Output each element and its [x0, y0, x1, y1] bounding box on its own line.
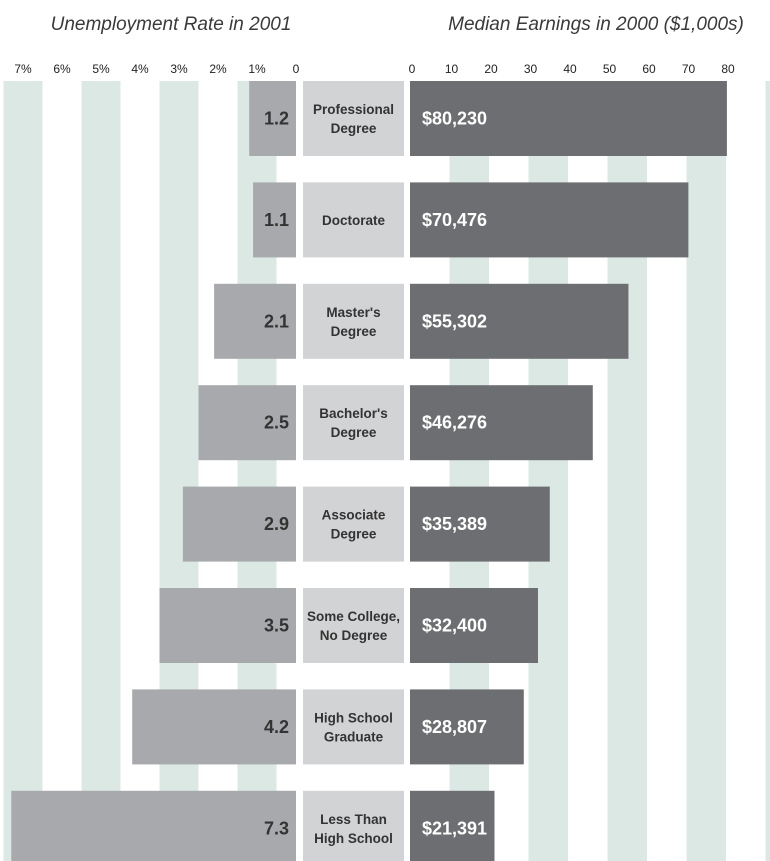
- category-label-line: Degree: [331, 425, 377, 440]
- category-label-box: [303, 81, 404, 156]
- earnings-value-label: $46,276: [422, 413, 487, 433]
- earnings-tick-label: 60: [642, 62, 656, 76]
- earnings-value-label: $80,230: [422, 109, 487, 129]
- unemployment-value-label: 1.1: [264, 210, 289, 230]
- category-label-box: [303, 182, 404, 258]
- earnings-tick-label: 10: [445, 62, 459, 76]
- category-label-line: Degree: [331, 121, 377, 136]
- category-label-line: Some College,: [307, 609, 400, 624]
- category-label: Professional Degree: [313, 102, 394, 136]
- chart-row: 1.1 Doctorate $70,476: [253, 182, 689, 258]
- chart-row: 2.5 Bachelor's Degree $46,276: [198, 385, 593, 461]
- unemployment-value-label: 4.2: [264, 717, 289, 737]
- category-label-box: [303, 588, 404, 663]
- category-label: Doctorate: [322, 213, 386, 228]
- earnings-bar: [410, 689, 524, 765]
- category-label-line: Bachelor's: [319, 406, 388, 421]
- category-label-line: Master's: [326, 305, 380, 320]
- unemployment-tick-label: 1%: [248, 62, 266, 76]
- axis-tick-labels: 7% 6% 5% 4% 3% 2% 1% 0 0 10 20 30 40 50 60 70 80: [14, 62, 735, 76]
- category-label-line: Degree: [331, 324, 377, 339]
- unemployment-tick-label: 2%: [209, 62, 227, 76]
- chart-row: 4.2 High School Graduate $28,807: [132, 689, 524, 765]
- unemployment-bar: [182, 486, 296, 562]
- unemployment-value-label: 2.5: [264, 413, 289, 433]
- grid-band: [3, 81, 43, 861]
- chart-row: 2.9 Associate Degree $35,389: [182, 486, 550, 562]
- category-label-line: Doctorate: [322, 213, 386, 228]
- earnings-tick-label: 70: [682, 62, 696, 76]
- unemployment-bar: [214, 283, 296, 359]
- category-label-box: [303, 790, 404, 861]
- category-label-line: No Degree: [320, 628, 388, 643]
- category-label-line: Less Than: [320, 812, 387, 827]
- unemployment-value-label: 2.9: [264, 514, 289, 534]
- category-label: Some College, No Degree: [307, 609, 400, 643]
- earnings-bar: [410, 182, 689, 258]
- unemployment-bar: [132, 689, 296, 765]
- earnings-tick-label: 50: [603, 62, 617, 76]
- earnings-tick-label: 0: [409, 62, 416, 76]
- unemployment-bar: [159, 588, 296, 663]
- unemployment-tick-label: 3%: [170, 62, 188, 76]
- earnings-value-label: $55,302: [422, 311, 487, 331]
- earnings-chart-title: Median Earnings in 2000 ($1,000s): [448, 14, 744, 35]
- unemployment-value-label: 3.5: [264, 616, 289, 636]
- category-label: Master's Degree: [326, 305, 380, 339]
- chart-rows: 1.2 Professional Degree $80,230 1.1 Doctorate…: [11, 81, 727, 861]
- grid-band: [686, 81, 726, 861]
- category-label-line: Professional: [313, 102, 394, 117]
- category-label-box: [303, 385, 404, 461]
- earnings-tick-label: 20: [484, 62, 498, 76]
- category-label: Less Than High School: [314, 812, 393, 846]
- earnings-bar: [410, 790, 495, 861]
- unemployment-value-label: 7.3: [264, 818, 289, 838]
- category-label-box: [303, 486, 404, 562]
- unemployment-bar: [249, 81, 296, 156]
- grid-band: [81, 81, 121, 861]
- earnings-value-label: $32,400: [422, 616, 487, 636]
- earnings-value-label: $35,389: [422, 514, 487, 534]
- earnings-bar: [410, 81, 727, 156]
- unemployment-tick-label: 5%: [92, 62, 110, 76]
- earnings-bar: [410, 588, 538, 663]
- earnings-bar: [410, 486, 550, 562]
- earnings-tick-label: 30: [524, 62, 538, 76]
- earnings-tick-label: 40: [563, 62, 577, 76]
- unemployment-value-label: 1.2: [264, 109, 289, 129]
- earnings-tick-label: 80: [721, 62, 735, 76]
- category-label-box: [303, 283, 404, 359]
- unemployment-tick-label: 0: [293, 62, 300, 76]
- chart-row: 7.3 Less Than High School $21,391: [11, 790, 495, 861]
- unemployment-chart-title: Unemployment Rate in 2001: [51, 14, 292, 35]
- category-label: High School Graduate: [314, 710, 393, 744]
- category-label: Bachelor's Degree: [319, 406, 388, 440]
- grid-band: [765, 81, 770, 861]
- unemployment-bar: [198, 385, 296, 461]
- category-label-line: High School: [314, 831, 393, 846]
- chart-row: 1.2 Professional Degree $80,230: [249, 81, 727, 156]
- category-label-line: Associate: [322, 508, 386, 523]
- category-label-line: High School: [314, 710, 393, 725]
- unemployment-bar: [253, 182, 296, 258]
- unemployment-tick-label: 4%: [131, 62, 149, 76]
- earnings-bar: [410, 385, 593, 461]
- earnings-value-label: $21,391: [422, 818, 487, 838]
- category-label: Associate Degree: [322, 508, 386, 542]
- category-label-box: [303, 689, 404, 765]
- unemployment-value-label: 2.1: [264, 311, 289, 331]
- unemployment-tick-label: 6%: [53, 62, 71, 76]
- chart-row: 3.5 Some College, No Degree $32,400: [159, 588, 538, 663]
- category-label-line: Degree: [331, 527, 377, 542]
- earnings-value-label: $70,476: [422, 210, 487, 230]
- earnings-bar: [410, 283, 629, 359]
- unemployment-tick-label: 7%: [14, 62, 32, 76]
- unemployment-bar: [11, 790, 297, 861]
- category-label-line: Graduate: [324, 729, 384, 744]
- earnings-value-label: $28,807: [422, 717, 487, 737]
- chart-row: 2.1 Master's Degree $55,302: [214, 283, 629, 359]
